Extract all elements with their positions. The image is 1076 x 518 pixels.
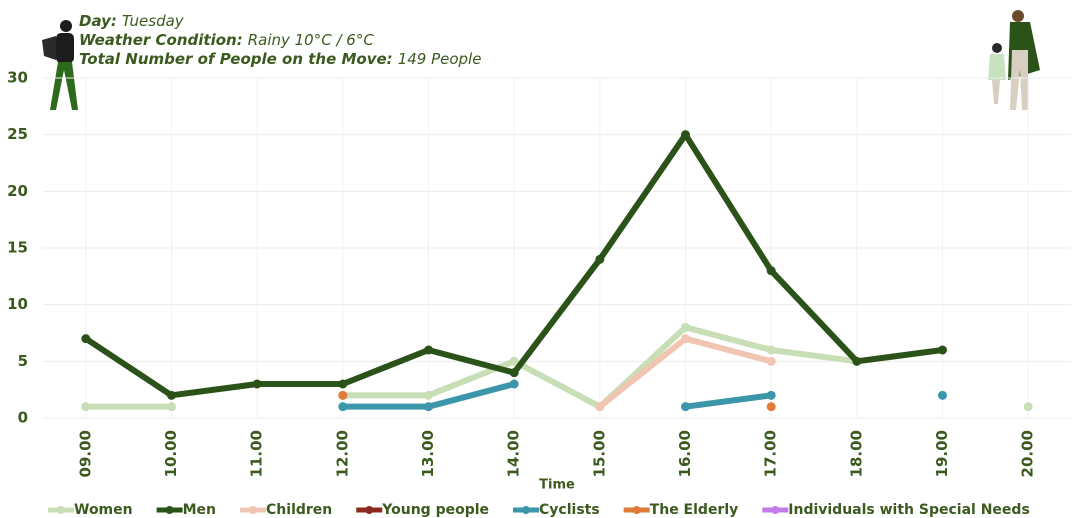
x-tick-label: 12.00	[333, 430, 351, 477]
data-point	[167, 402, 176, 412]
x-tick-label: 15.00	[590, 430, 608, 477]
x-tick-label: 10.00	[162, 430, 180, 477]
legend-item: Individuals with Special Needs	[762, 502, 1030, 518]
data-point	[938, 390, 947, 400]
legend-marker	[249, 506, 258, 514]
data-point	[338, 390, 348, 400]
legend-item: Cyclists	[513, 502, 600, 518]
legend-marker	[522, 506, 531, 514]
data-point	[766, 402, 776, 412]
data-point	[424, 402, 433, 412]
annotation: Weather Condition: Rainy 10°C / 6°C	[79, 31, 374, 49]
annotation-text: Rainy 10°C / 6°C	[248, 31, 375, 49]
legend-marker	[165, 506, 174, 514]
legend-label: Women	[74, 502, 133, 518]
data-point	[424, 390, 433, 400]
data-point	[595, 254, 605, 264]
data-point	[252, 379, 262, 389]
legend-item: Men	[156, 502, 216, 518]
data-point	[766, 266, 776, 276]
x-tick-label: 16.00	[676, 430, 694, 477]
data-point	[681, 130, 690, 140]
legend-marker	[632, 506, 641, 514]
data-point	[766, 345, 776, 355]
legend-label: Individuals with Special Needs	[788, 502, 1030, 518]
x-tick-label: 11.00	[248, 430, 266, 477]
x-tick-label: 17.00	[762, 430, 780, 477]
series-line	[86, 327, 1028, 406]
y-tick-label: 5	[18, 352, 28, 370]
data-point	[81, 334, 91, 344]
annotation-label: Total Number of People on the Move:	[79, 50, 393, 68]
x-tick-label: 19.00	[933, 430, 951, 477]
data-point	[766, 356, 776, 366]
walker-illustration	[42, 20, 78, 110]
data-point	[81, 402, 91, 412]
y-tick-label: 25	[7, 125, 28, 143]
x-axis-label: Time	[539, 478, 575, 493]
annotation-label: Day:	[79, 12, 117, 30]
y-tick-label: 30	[7, 69, 28, 87]
legend-item: Children	[240, 502, 332, 518]
legend-label: Children	[266, 502, 332, 518]
legend-item: Women	[48, 502, 133, 518]
data-point	[681, 402, 690, 412]
y-tick-label: 10	[7, 295, 28, 313]
annotation-label: Weather Condition:	[79, 31, 243, 49]
data-point	[338, 402, 348, 412]
annotation: Day: Tuesday	[79, 12, 185, 30]
legend-marker	[771, 506, 780, 514]
family-illustration	[988, 10, 1040, 110]
x-tick-label: 20.00	[1019, 430, 1037, 477]
annotation-text: Tuesday	[122, 12, 185, 30]
data-point	[938, 345, 947, 355]
data-point	[681, 334, 690, 344]
x-tick-label: 09.00	[76, 430, 94, 477]
legend-marker	[57, 506, 65, 514]
data-point	[681, 322, 690, 332]
x-tick-label: 18.00	[847, 430, 865, 477]
legend-label: The Elderly	[650, 502, 739, 518]
data-point	[509, 368, 519, 378]
annotation-text: 149 People	[398, 50, 482, 68]
annotation: Total Number of People on the Move: 149 P…	[79, 50, 481, 68]
data-point	[595, 402, 605, 412]
legend-item: Young people	[356, 502, 489, 518]
x-tick-label: 14.00	[505, 430, 523, 477]
legend-item: The Elderly	[623, 502, 739, 518]
data-point	[338, 379, 348, 389]
legend-label: Young people	[381, 502, 489, 518]
legend-marker	[365, 506, 374, 514]
y-tick-label: 20	[7, 182, 28, 200]
x-tick-label: 13.00	[419, 430, 437, 477]
y-tick-label: 15	[7, 239, 28, 257]
data-point	[424, 345, 433, 355]
legend-label: Cyclists	[539, 502, 600, 518]
data-point	[766, 390, 776, 400]
legend-label: Men	[183, 502, 216, 518]
data-point	[509, 379, 519, 389]
data-point	[852, 356, 862, 366]
data-point	[509, 356, 519, 366]
data-point	[1023, 402, 1033, 412]
y-tick-label: 0	[18, 409, 28, 427]
data-point	[167, 390, 176, 400]
